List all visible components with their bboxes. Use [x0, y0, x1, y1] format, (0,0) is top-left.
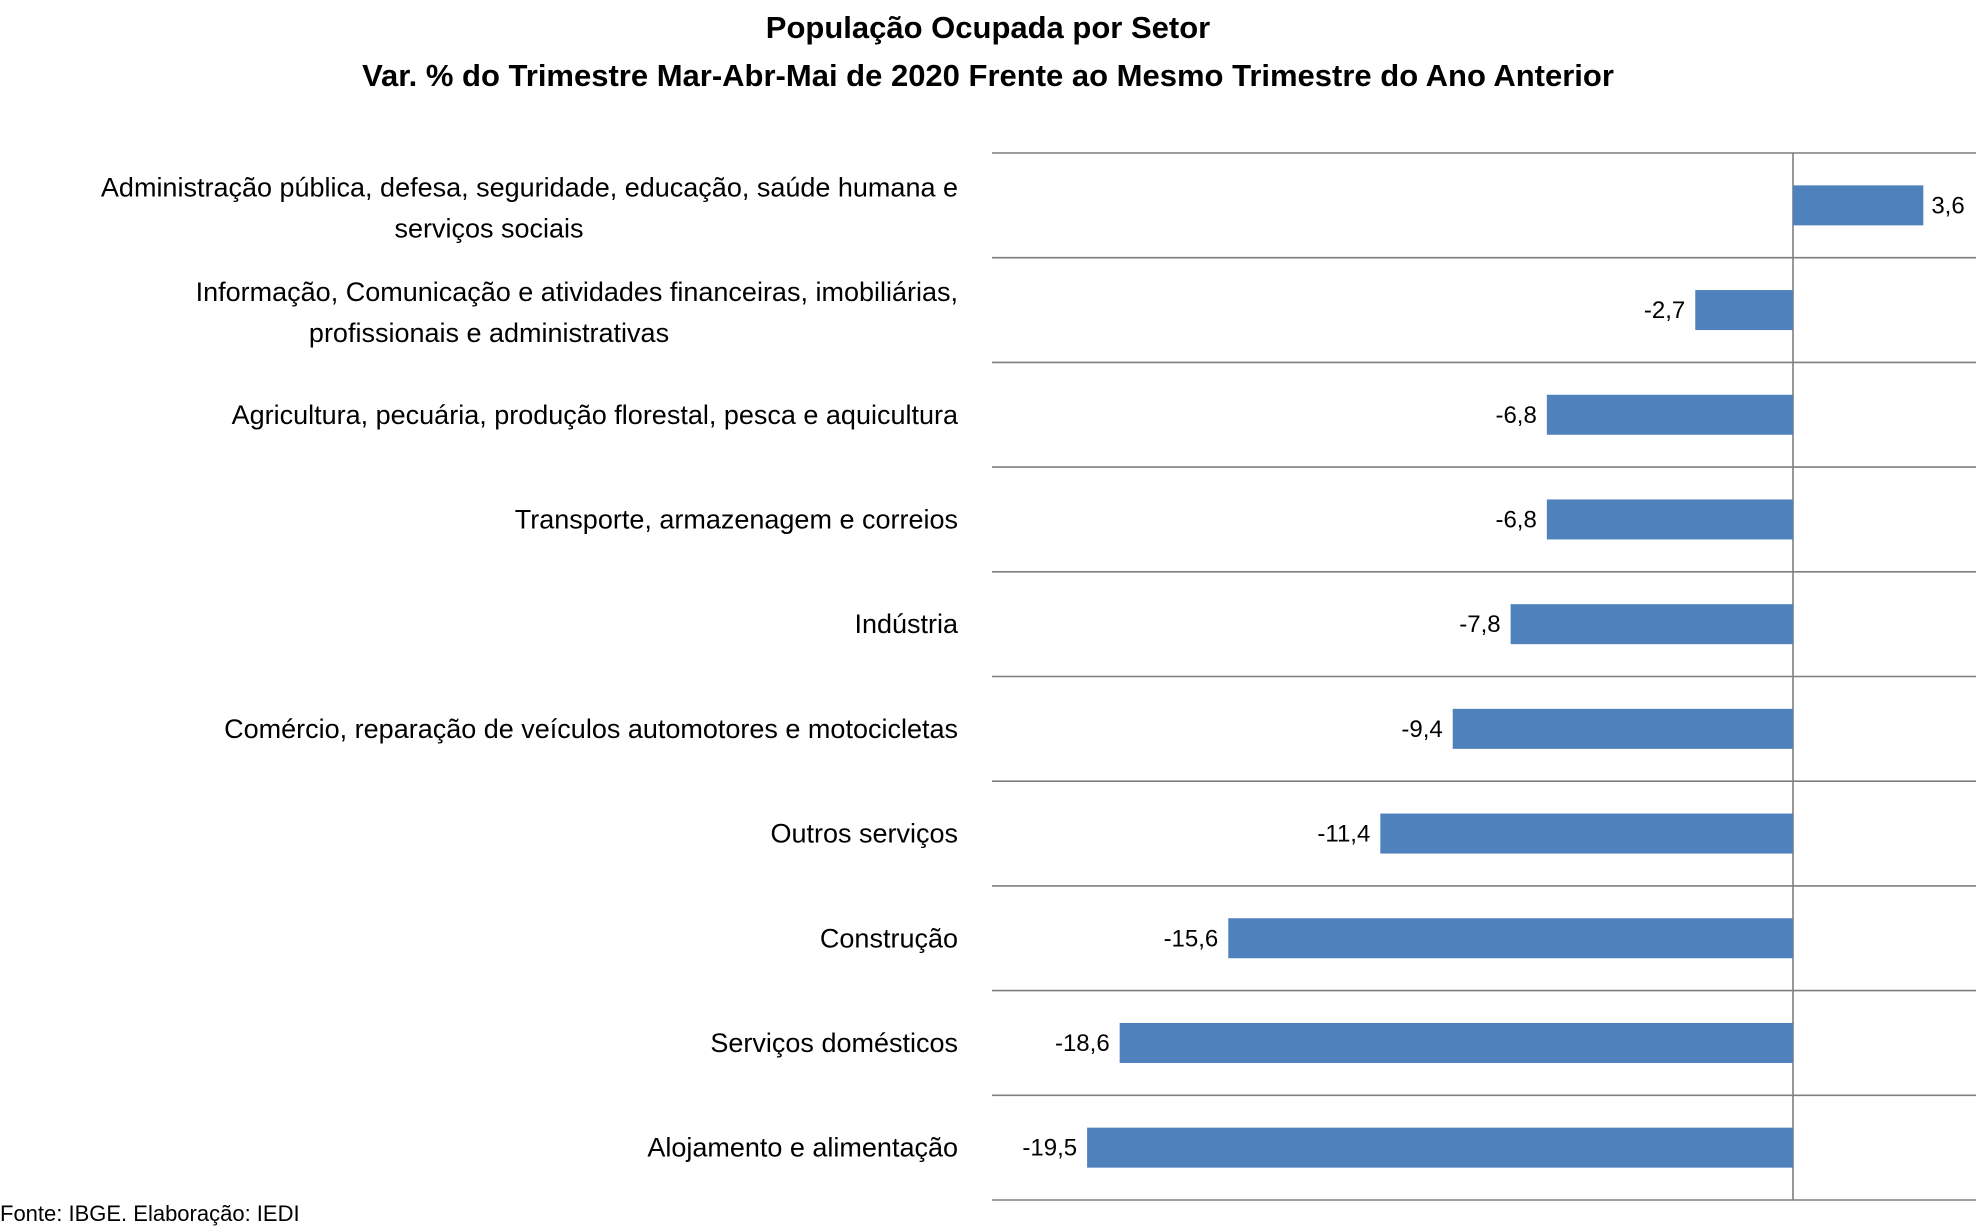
category-label: Comércio, reparação de veículos automoto…: [224, 714, 958, 744]
category-label: Informação, Comunicação e atividades fin…: [196, 277, 958, 307]
category-label: Outros serviços: [770, 819, 958, 849]
category-label: serviços sociais: [394, 213, 583, 243]
data-label: -2,7: [1644, 297, 1685, 324]
data-label: -11,4: [1317, 821, 1370, 848]
bar: [1546, 394, 1793, 435]
bar: [1793, 185, 1924, 226]
category-label: Transporte, armazenagem e correios: [515, 504, 958, 534]
category-label: profissionais e administrativas: [309, 318, 669, 348]
bar: [1510, 604, 1793, 645]
data-label: -18,6: [1055, 1030, 1110, 1057]
category-label: Administração pública, defesa, seguridad…: [101, 172, 958, 202]
data-label: -9,4: [1401, 716, 1442, 743]
data-label: -15,6: [1164, 925, 1219, 952]
bar: [1228, 918, 1793, 959]
category-label: Alojamento e alimentação: [647, 1133, 958, 1163]
chart-title: População Ocupada por Setor: [765, 10, 1211, 45]
bar: [1452, 708, 1793, 749]
category-label: Serviços domésticos: [710, 1028, 958, 1058]
category-label: Agricultura, pecuária, produção floresta…: [232, 400, 959, 430]
data-label: -6,8: [1495, 402, 1536, 429]
bar: [1119, 1022, 1793, 1063]
source-note: Fonte: IBGE. Elaboração: IEDI: [0, 1201, 300, 1226]
category-label: Indústria: [854, 609, 959, 639]
data-label: 3,6: [1931, 192, 1964, 219]
data-label: -6,8: [1495, 506, 1536, 533]
chart-subtitle: Var. % do Trimestre Mar-Abr-Mai de 2020 …: [362, 58, 1614, 93]
bar: [1546, 499, 1793, 540]
data-label: -7,8: [1459, 611, 1500, 638]
bar: [1380, 813, 1793, 854]
bar: [1087, 1127, 1793, 1168]
data-label: -19,5: [1022, 1135, 1077, 1162]
bar: [1695, 290, 1793, 331]
category-label: Construção: [820, 923, 958, 953]
